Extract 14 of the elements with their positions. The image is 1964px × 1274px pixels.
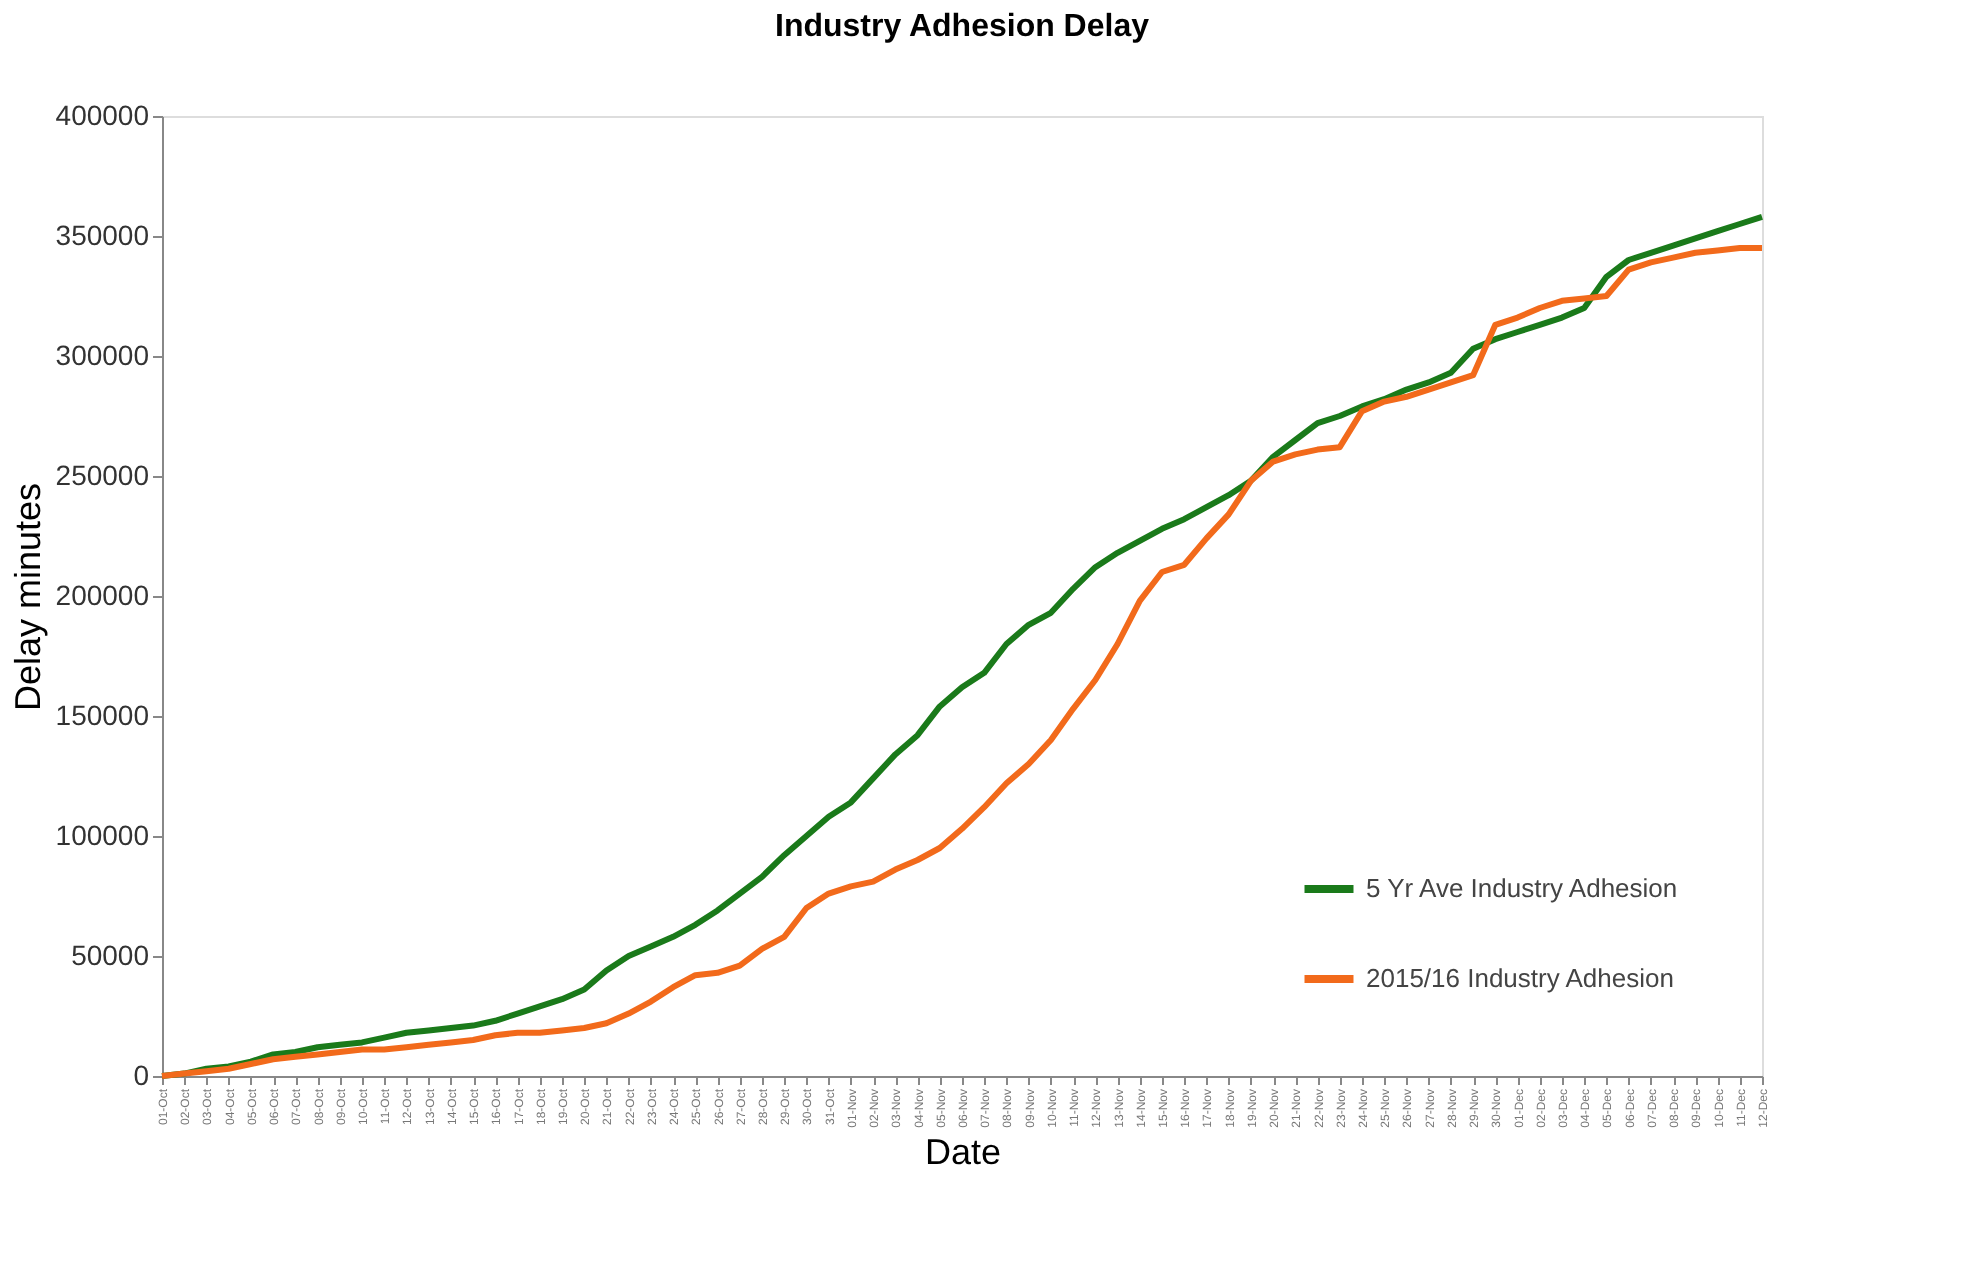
x-axis-title: Date	[924, 1131, 1002, 1172]
legend-label: 5 Yr Ave Industry Adhesion	[1366, 873, 1678, 903]
y-axis-title: Delay minutes	[7, 482, 48, 712]
y-tick-label: 300000	[55, 339, 150, 371]
chart-title: Industry Adhesion Delay	[775, 10, 1150, 44]
y-tick-label: 250000	[55, 459, 150, 491]
legend-label: 2015/16 Industry Adhesion	[1366, 963, 1674, 993]
y-tick-label: 150000	[55, 699, 150, 731]
y-tick-label: 400000	[55, 99, 150, 131]
y-tick-label: 50000	[71, 939, 150, 971]
y-tick-label: 100000	[55, 819, 150, 851]
y-tick-label: 200000	[55, 579, 150, 611]
y-tick-label: 350000	[55, 219, 150, 251]
y-tick-label: 0	[133, 1059, 150, 1091]
